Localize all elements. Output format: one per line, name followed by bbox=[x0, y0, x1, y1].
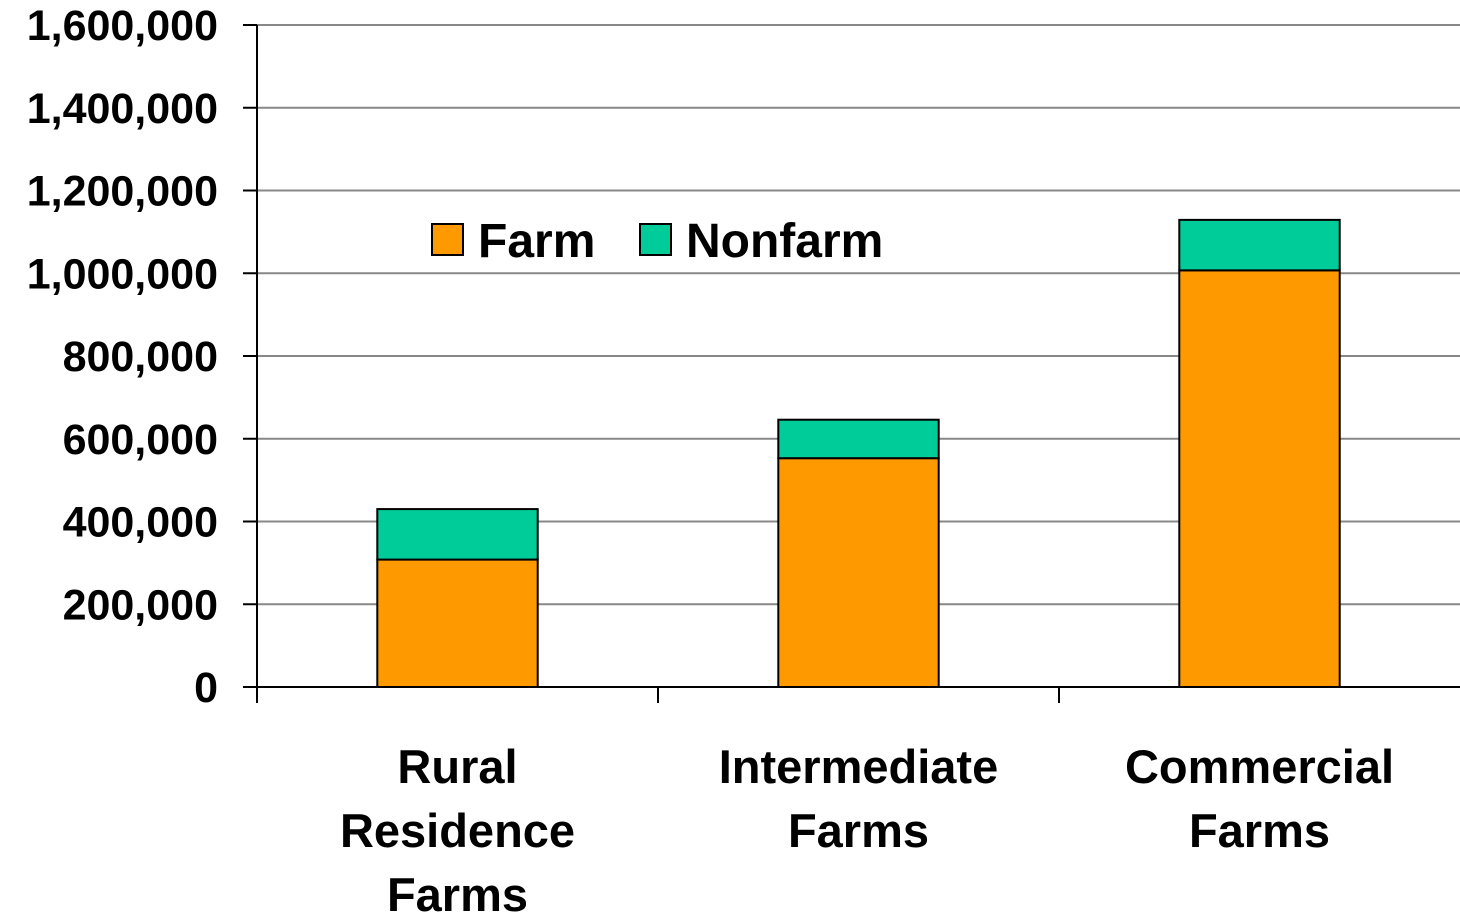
category-label: Farms bbox=[387, 868, 528, 917]
y-tick-label: 600,000 bbox=[63, 416, 218, 464]
bar-nonfarm-2 bbox=[1178, 218, 1341, 272]
y-tick-label: 200,000 bbox=[63, 581, 218, 629]
category-label: Residence bbox=[340, 804, 575, 857]
bar-farm-0 bbox=[376, 558, 539, 688]
bar-nonfarm-0 bbox=[376, 508, 539, 561]
axes bbox=[243, 24, 1460, 703]
bar-farm-2 bbox=[1178, 269, 1341, 688]
y-tick-label: 400,000 bbox=[63, 499, 218, 547]
y-tick-labels: 0 200,000 400,000 600,000 800,000 1,000,000 1,… bbox=[27, 2, 218, 712]
y-tick-label: 1,400,000 bbox=[27, 85, 218, 133]
category-label: Rural bbox=[397, 740, 517, 793]
bar-nonfarm-1 bbox=[777, 418, 940, 460]
legend-swatch-farm bbox=[431, 223, 464, 256]
category-label: Farms bbox=[1189, 804, 1330, 857]
bar-farm-1 bbox=[777, 457, 940, 689]
category-label: Farms bbox=[788, 804, 929, 857]
category-labels: Rural Residence Farms Intermediate Farms Comm… bbox=[340, 740, 1394, 917]
category-label: Intermediate bbox=[719, 740, 998, 793]
y-tick-label: 1,600,000 bbox=[27, 2, 218, 50]
category-label: Commercial bbox=[1125, 740, 1394, 793]
legend-label-nonfarm: Nonfarm bbox=[686, 215, 883, 268]
bars bbox=[376, 218, 1341, 689]
legend: Farm Nonfarm bbox=[431, 215, 883, 268]
legend-swatch-nonfarm bbox=[639, 223, 672, 256]
y-tick-label: 800,000 bbox=[63, 333, 218, 381]
y-tick-label: 1,200,000 bbox=[27, 168, 218, 216]
legend-label-farm: Farm bbox=[478, 215, 595, 268]
y-tick-label: 1,000,000 bbox=[27, 250, 218, 298]
y-tick-label: 0 bbox=[194, 664, 218, 712]
